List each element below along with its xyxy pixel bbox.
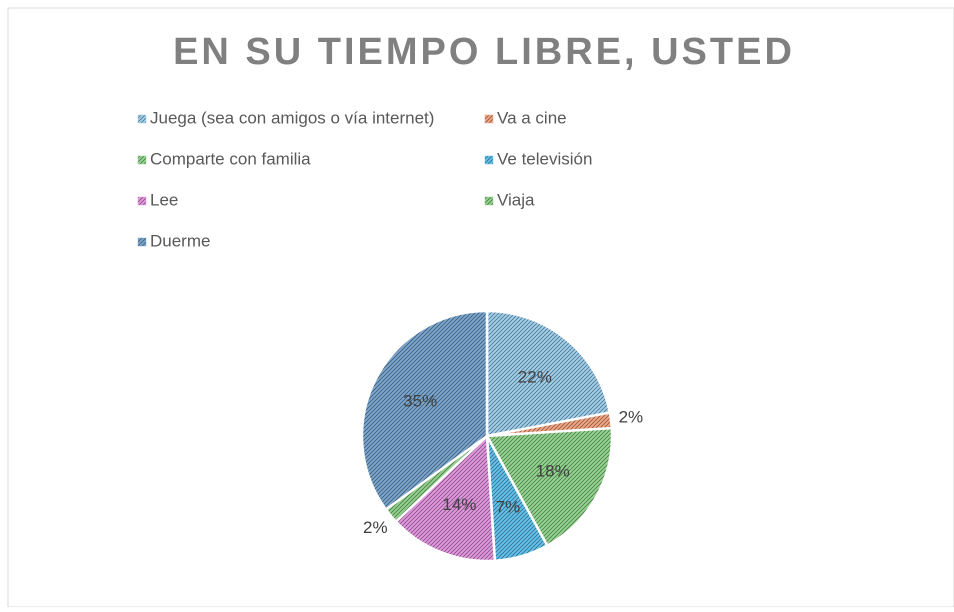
data-label: 18% xyxy=(536,462,570,481)
legend-label: Comparte con familia xyxy=(150,149,311,168)
legend-label: Duerme xyxy=(150,231,210,250)
data-label: 2% xyxy=(363,518,388,537)
pie-slice xyxy=(394,433,497,563)
legend-swatch xyxy=(137,196,147,206)
legend-swatch xyxy=(484,114,494,124)
pie-slice xyxy=(484,426,614,548)
legend-label: Lee xyxy=(150,190,178,209)
legend-swatch xyxy=(484,196,494,206)
data-label: 7% xyxy=(496,498,521,517)
data-label: 35% xyxy=(403,391,437,410)
data-label: 22% xyxy=(518,368,552,387)
legend-label: Juega (sea con amigos o vía internet) xyxy=(150,108,434,127)
chart-title: EN SU TIEMPO LIBRE, USTED xyxy=(173,31,795,73)
legend-label: Ve televisión xyxy=(497,149,592,168)
legend-label: Viaja xyxy=(497,190,535,209)
pie-slice xyxy=(360,309,489,512)
data-label: 2% xyxy=(619,407,644,426)
legend-label: Va a cine xyxy=(497,108,567,127)
legend-swatch xyxy=(137,155,147,165)
data-label: 14% xyxy=(442,495,476,514)
pie-slice xyxy=(485,309,612,438)
legend-swatch xyxy=(137,114,147,124)
legend-swatch xyxy=(484,155,494,165)
legend-swatch xyxy=(137,237,147,247)
